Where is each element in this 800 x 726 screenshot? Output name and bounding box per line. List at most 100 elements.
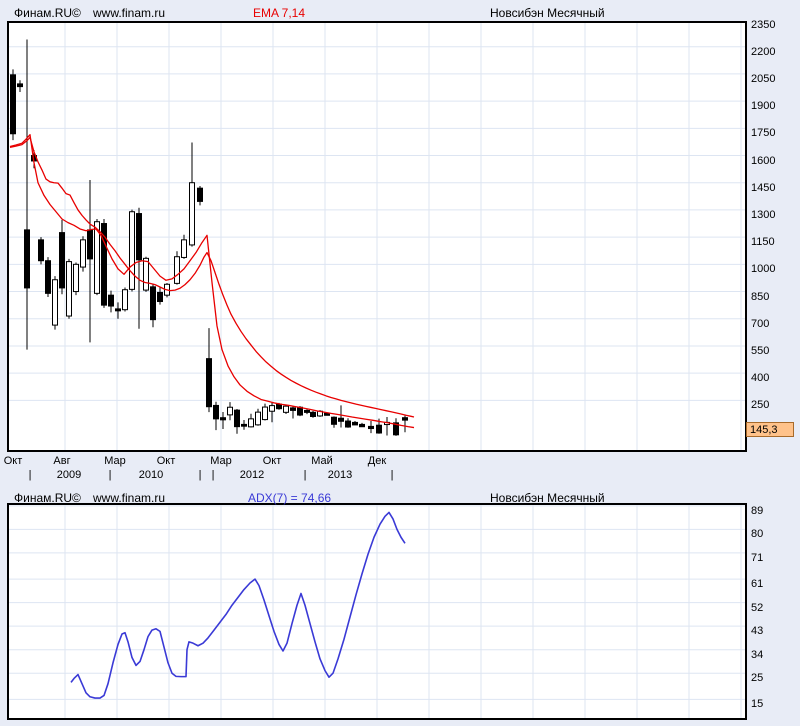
candle-body-up bbox=[283, 405, 289, 413]
candle-body-down bbox=[234, 409, 240, 428]
brand-label-top: Финам.RU© bbox=[14, 6, 81, 20]
candle-body-up bbox=[248, 418, 254, 428]
price-axis-tick: 1750 bbox=[751, 127, 776, 140]
price-axis-tick: 1300 bbox=[751, 208, 776, 221]
candle-body-up bbox=[227, 406, 233, 416]
candle-body-down bbox=[297, 406, 303, 416]
candle-body-down bbox=[108, 294, 114, 307]
adx-axis-tick: 89 bbox=[751, 504, 764, 517]
candle-body-down bbox=[220, 417, 226, 421]
adx-line bbox=[70, 511, 406, 699]
candle-body-down bbox=[115, 308, 121, 312]
candle-body-up bbox=[143, 257, 149, 291]
site-link-bottom[interactable]: www.finam.ru bbox=[93, 491, 166, 505]
time-axis-tick: | bbox=[198, 469, 202, 481]
time-axis-month-label: Дек bbox=[367, 455, 387, 467]
adx-axis-tick: 25 bbox=[751, 672, 764, 685]
candle-body-down bbox=[368, 425, 374, 430]
candle-body-up bbox=[255, 411, 261, 426]
candle-body-down bbox=[59, 232, 65, 289]
candle-body-up bbox=[129, 211, 135, 290]
candle-body-down bbox=[136, 213, 142, 261]
candle-body-down bbox=[157, 291, 163, 303]
candle-body-down bbox=[213, 404, 219, 420]
price-axis-tick: 1150 bbox=[751, 236, 775, 249]
adx-axis-tick: 52 bbox=[751, 601, 764, 614]
price-axis-tick: 1450 bbox=[751, 181, 776, 194]
candle-body-up bbox=[80, 239, 86, 268]
candle-body-down bbox=[10, 74, 16, 135]
time-axis-tick: | bbox=[28, 469, 32, 481]
time-axis-year-label: 2010 bbox=[138, 469, 164, 481]
candle-body-down bbox=[150, 286, 156, 321]
candle-body-down bbox=[197, 187, 203, 202]
last-price-tag: 145,3 bbox=[746, 422, 794, 437]
price-axis-tick: 2350 bbox=[751, 18, 776, 31]
candle-body-down bbox=[359, 423, 365, 428]
price-axis-tick: 1000 bbox=[751, 263, 776, 276]
price-axis-tick: 250 bbox=[751, 399, 770, 412]
candle-body-down bbox=[352, 421, 358, 426]
instrument-label-bottom: Новсибэн Месячный bbox=[490, 491, 605, 505]
time-axis-year-label: 2013 bbox=[327, 469, 353, 481]
candle-body-up bbox=[94, 221, 100, 294]
candle-body-up bbox=[122, 289, 128, 311]
adx-axis-tick: 34 bbox=[751, 648, 764, 661]
time-axis-tick: | bbox=[108, 469, 112, 481]
adx-axis-tick: 71 bbox=[751, 551, 764, 564]
time-axis-month-label: Окт bbox=[3, 455, 23, 467]
candle-body-down bbox=[338, 417, 344, 422]
price-axis-tick: 850 bbox=[751, 290, 770, 303]
candle-body-down bbox=[304, 409, 310, 413]
candle-body-down bbox=[376, 424, 382, 434]
candle-body-down bbox=[206, 358, 212, 408]
adx-axis-tick: 61 bbox=[751, 578, 764, 591]
candle-body-down bbox=[331, 416, 337, 425]
plot-border bbox=[7, 503, 747, 720]
time-axis-tick: | bbox=[211, 469, 215, 481]
candle-body-up bbox=[66, 261, 72, 317]
ema-indicator-label: EMA 7,14 bbox=[253, 6, 306, 20]
price-axis-tick: 2050 bbox=[751, 72, 776, 85]
candle-body-up bbox=[269, 405, 275, 412]
candle-body-down bbox=[45, 260, 51, 294]
candle-body-up bbox=[181, 239, 187, 258]
price-axis-tick: 2200 bbox=[751, 45, 776, 58]
time-axis-month-label: Май bbox=[311, 455, 333, 467]
candle-body-down bbox=[393, 422, 399, 436]
time-axis-year-label: 2012 bbox=[239, 469, 265, 481]
candle-body-down bbox=[101, 223, 107, 306]
candle-body-down bbox=[276, 403, 282, 410]
price-axis-tick: 550 bbox=[751, 344, 770, 357]
ema14-line bbox=[9, 136, 415, 418]
time-axis-month-label: Мар bbox=[104, 455, 126, 467]
price-axis-tick: 700 bbox=[751, 317, 770, 330]
candle-body-up bbox=[52, 279, 58, 326]
time-axis-tick: | bbox=[303, 469, 307, 481]
instrument-label-top: Новсибэн Месячный bbox=[490, 6, 605, 20]
price-axis-tick: 1900 bbox=[751, 100, 776, 113]
brand-label-bottom: Финам.RU© bbox=[14, 491, 81, 505]
candle-body-down bbox=[38, 239, 44, 262]
candle-body-up bbox=[174, 256, 180, 284]
candle-body-down bbox=[402, 417, 408, 421]
price-axis-tick: 1600 bbox=[751, 154, 776, 167]
plot-border bbox=[7, 21, 747, 452]
candle-body-down bbox=[345, 420, 351, 428]
price-axis-tick: 400 bbox=[751, 372, 770, 385]
time-axis-tick: | bbox=[390, 469, 394, 481]
candle-body-down bbox=[290, 407, 296, 411]
time-axis-year-label: 2009 bbox=[56, 469, 82, 481]
time-axis-month-label: Окт bbox=[262, 455, 282, 467]
adx-indicator-label: ADX(7) = 74,66 bbox=[248, 491, 332, 505]
time-axis-month-label: Мар bbox=[210, 455, 232, 467]
adx-axis-tick: 80 bbox=[751, 528, 764, 541]
adx-axis-tick: 15 bbox=[751, 698, 764, 711]
candle-body-down bbox=[87, 229, 93, 260]
candle-body-down bbox=[17, 83, 23, 88]
site-link-top[interactable]: www.finam.ru bbox=[93, 6, 166, 20]
candle-body-down bbox=[241, 423, 247, 427]
candle-body-up bbox=[262, 406, 268, 421]
